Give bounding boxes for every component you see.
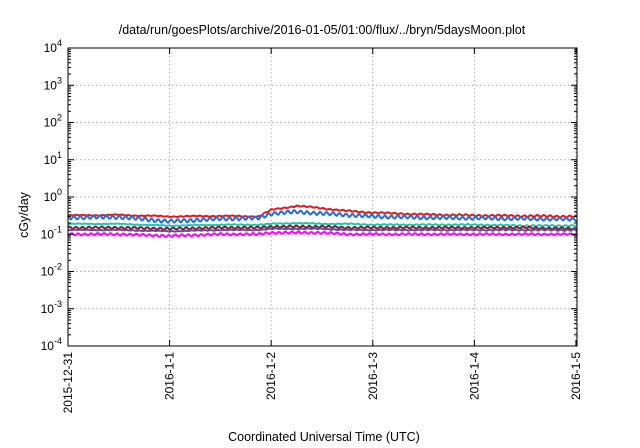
y-tick-label: 104: [44, 38, 62, 55]
y-tick-label: 100: [44, 187, 62, 204]
y-tick-labels: 10-4 10-3 10-2 10-1 100 101 102 103 104: [41, 38, 62, 353]
x-tick-label: 2015-12-31: [61, 352, 75, 414]
series-group: [67, 204, 578, 238]
y-tick-label: 10-2: [41, 262, 62, 279]
y-tick-label: 101: [44, 150, 62, 167]
ticks: [67, 47, 577, 347]
x-tick-label: 2016-1-4: [467, 352, 481, 400]
y-axis-label: cGy/day: [17, 191, 31, 238]
series-line-1: [67, 204, 578, 219]
grid: [68, 48, 577, 346]
y-tick-label: 10-3: [41, 299, 62, 316]
series-line-2: [67, 209, 578, 224]
y-tick-label: 102: [44, 113, 62, 130]
series-line-6: [67, 230, 578, 238]
y-tick-label: 10-4: [41, 336, 62, 353]
y-tick-label: 10-1: [41, 224, 62, 241]
series-line-3: [67, 221, 578, 228]
x-axis-label: Coordinated Universal Time (UTC): [228, 430, 420, 444]
series-line-4: [67, 224, 578, 231]
x-tick-label: 2016-1-1: [163, 352, 177, 400]
x-tick-label: 2016-1-3: [366, 352, 380, 400]
x-tick-labels: 2015-12-31 2016-1-1 2016-1-2 2016-1-3 2016-1…: [61, 352, 583, 414]
y-tick-label: 103: [44, 75, 62, 92]
chart-title: /data/run/goesPlots/archive/2016-01-05/0…: [119, 23, 526, 37]
series-line-5: [67, 227, 578, 233]
x-tick-label: 2016-1-2: [264, 352, 278, 400]
x-tick-label: 2016-1-5: [569, 352, 583, 400]
